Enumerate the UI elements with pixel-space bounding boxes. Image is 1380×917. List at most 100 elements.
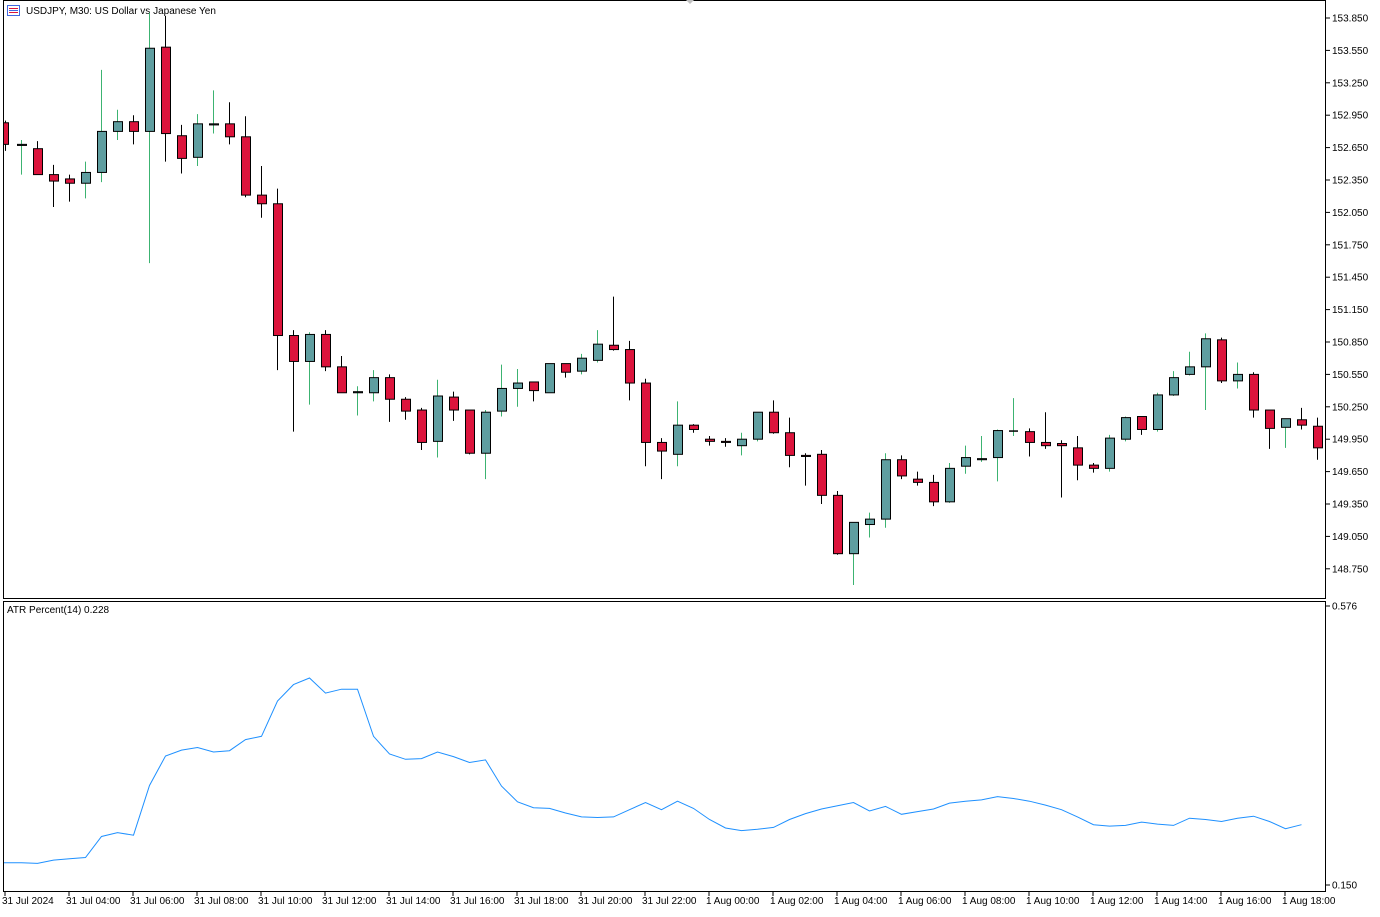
candle-body bbox=[321, 333, 331, 368]
candle bbox=[321, 330, 331, 372]
candle-body bbox=[1041, 441, 1051, 447]
candle bbox=[657, 438, 667, 480]
candle bbox=[1249, 372, 1259, 418]
candle-body bbox=[641, 382, 651, 443]
candle-body bbox=[737, 438, 747, 447]
candle bbox=[225, 102, 235, 145]
candle bbox=[289, 330, 299, 432]
candle-body bbox=[961, 457, 971, 467]
candle-body bbox=[913, 478, 923, 483]
candle-body bbox=[353, 391, 363, 394]
candle bbox=[1281, 418, 1291, 448]
price-tick-label: 152.050 bbox=[1332, 208, 1369, 219]
candle-body bbox=[1153, 394, 1163, 430]
indicator-tick-label: 0.576 bbox=[1332, 602, 1357, 613]
candle bbox=[929, 474, 939, 507]
indicator-axis: 0.576 0.150 bbox=[1326, 602, 1357, 892]
time-tick-label: 1 Aug 04:00 bbox=[834, 896, 888, 907]
candle-body bbox=[897, 459, 907, 477]
candle bbox=[945, 462, 955, 503]
candle bbox=[97, 69, 107, 183]
time-tick-label: 31 Jul 2024 bbox=[2, 896, 54, 907]
candle bbox=[1057, 440, 1067, 498]
candle bbox=[273, 188, 283, 371]
scroll-marker-icon[interactable] bbox=[686, 0, 694, 4]
time-tick-label: 31 Jul 08:00 bbox=[194, 896, 249, 907]
candle-body bbox=[449, 396, 459, 411]
candle bbox=[993, 429, 1003, 482]
time-tick-label: 1 Aug 16:00 bbox=[1218, 896, 1272, 907]
candle-body bbox=[673, 424, 683, 455]
candle bbox=[113, 109, 123, 141]
price-tick-label: 149.650 bbox=[1332, 467, 1369, 478]
candle bbox=[1073, 435, 1083, 481]
time-axis: 31 Jul 2024 31 Jul 04:00 31 Jul 06:00 31 Ju… bbox=[2, 892, 1336, 907]
time-tick-label: 1 Aug 18:00 bbox=[1282, 896, 1336, 907]
candle bbox=[481, 410, 491, 480]
candle-body bbox=[849, 521, 859, 555]
candle bbox=[833, 491, 843, 555]
candle-body bbox=[81, 171, 91, 184]
candle-body bbox=[945, 467, 955, 503]
time-tick-label: 1 Aug 12:00 bbox=[1090, 896, 1144, 907]
candle bbox=[449, 391, 459, 421]
candle-body bbox=[1089, 464, 1099, 469]
chart-title: USDJPY, M30: US Dollar vs Japanese Yen bbox=[26, 6, 216, 17]
candle bbox=[145, 12, 155, 264]
candle-body bbox=[1073, 447, 1083, 466]
candle bbox=[529, 381, 539, 402]
candle bbox=[1265, 409, 1275, 449]
candle bbox=[865, 512, 875, 538]
time-tick-label: 1 Aug 10:00 bbox=[1026, 896, 1080, 907]
candle-body bbox=[609, 344, 619, 351]
candle bbox=[737, 432, 747, 456]
candle bbox=[353, 386, 363, 416]
candle-body bbox=[625, 349, 635, 384]
time-tick-label: 1 Aug 06:00 bbox=[898, 896, 952, 907]
candle-body bbox=[577, 357, 587, 372]
candle-body bbox=[881, 459, 891, 520]
candle bbox=[641, 378, 651, 467]
candle bbox=[337, 356, 347, 394]
candle bbox=[305, 332, 315, 405]
price-tick-label: 153.250 bbox=[1332, 78, 1369, 89]
candle-body bbox=[769, 411, 779, 434]
candle bbox=[561, 363, 571, 378]
candle bbox=[241, 116, 251, 198]
candle bbox=[881, 453, 891, 528]
candle bbox=[369, 370, 379, 402]
price-tick-label: 148.750 bbox=[1332, 564, 1369, 575]
price-tick-label: 151.150 bbox=[1332, 305, 1369, 316]
chart-header: USDJPY, M30: US Dollar vs Japanese Yen bbox=[7, 5, 216, 17]
candle bbox=[961, 445, 971, 474]
time-tick-label: 1 Aug 08:00 bbox=[962, 896, 1016, 907]
candle-body bbox=[97, 130, 107, 173]
candle bbox=[977, 435, 987, 462]
candle bbox=[1297, 407, 1307, 430]
candle bbox=[257, 165, 267, 218]
candle-body bbox=[481, 411, 491, 454]
indicator-tick-label: 0.150 bbox=[1332, 881, 1357, 892]
price-tick-label: 151.750 bbox=[1332, 240, 1369, 251]
candle bbox=[17, 140, 27, 175]
candle-body bbox=[193, 123, 203, 158]
candle-body bbox=[1025, 431, 1035, 443]
candle-body bbox=[369, 377, 379, 394]
candle-body bbox=[1169, 377, 1179, 396]
candle-body bbox=[49, 174, 59, 182]
candle bbox=[545, 363, 555, 394]
price-tick-label: 150.250 bbox=[1332, 402, 1369, 413]
candle-body bbox=[433, 395, 443, 442]
candle bbox=[1041, 412, 1051, 449]
candle-body bbox=[225, 123, 235, 138]
candle bbox=[433, 379, 443, 458]
candle bbox=[593, 330, 603, 363]
candle bbox=[49, 164, 59, 207]
candle-body bbox=[1297, 419, 1307, 426]
candle bbox=[577, 353, 587, 375]
candle bbox=[1105, 434, 1115, 472]
candle bbox=[1169, 371, 1179, 396]
time-tick-label: 1 Aug 00:00 bbox=[706, 896, 760, 907]
